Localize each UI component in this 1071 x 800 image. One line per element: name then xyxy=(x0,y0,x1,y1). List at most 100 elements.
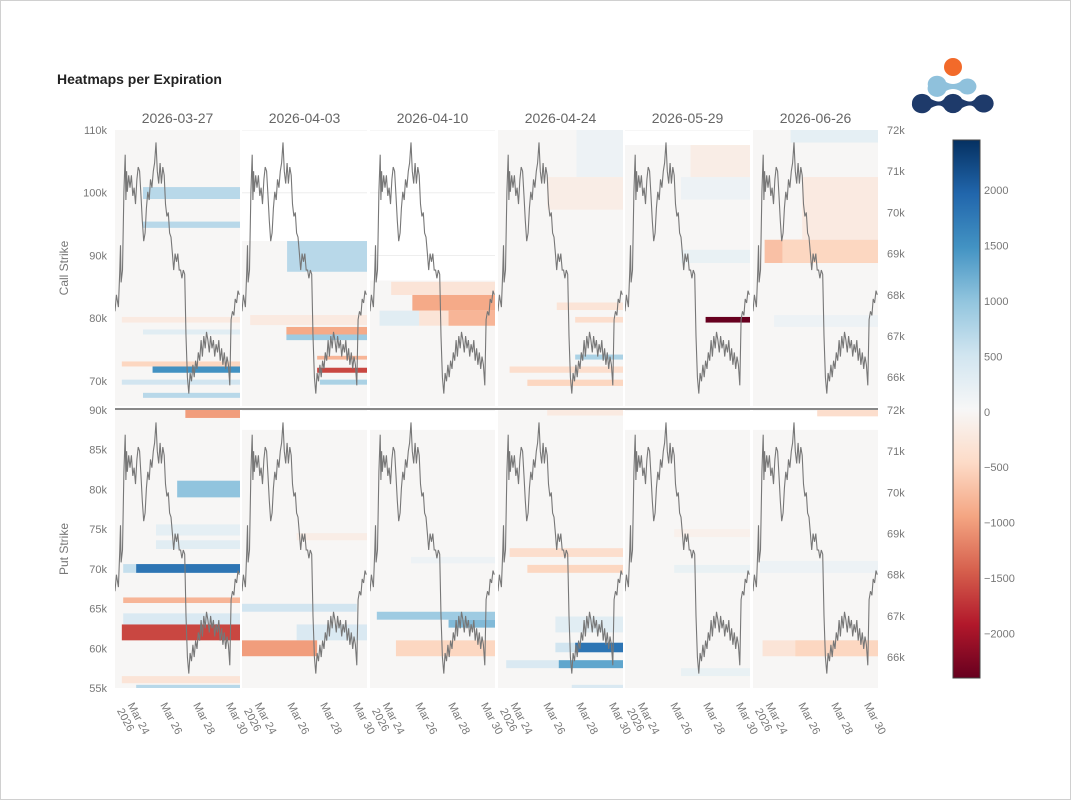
y2-tick-label: 72k xyxy=(887,125,905,137)
x-tick-label: Mar 242026 xyxy=(497,701,534,737)
y-tick-label: 100k xyxy=(83,188,107,200)
heatmap-cell xyxy=(547,177,623,210)
heatmap-cell xyxy=(556,302,623,311)
x-tick-label: Mar 28 xyxy=(573,701,600,737)
y-tick-label: 80k xyxy=(89,484,107,496)
y2-tick-label: 66k xyxy=(887,652,905,664)
x-tick-text: Mar 28 xyxy=(190,701,217,737)
call-heatmap xyxy=(625,130,750,406)
heatmap-cell xyxy=(177,480,240,498)
heatmap-cell xyxy=(376,611,495,620)
heatmap-cell xyxy=(575,354,623,360)
heatmap-cell xyxy=(817,410,878,417)
heatmap-cell xyxy=(774,315,878,327)
heatmap-cell xyxy=(136,684,240,688)
x-tick-text: Mar 26 xyxy=(413,701,440,737)
colorbar-tick-label: −1500 xyxy=(984,573,1015,585)
y-tick-label: 110k xyxy=(84,125,108,137)
colorbar-bar xyxy=(952,139,981,679)
put-axis-title: Put Strike xyxy=(57,523,71,575)
x-tick-text: Mar 28 xyxy=(445,701,472,737)
heatmap-cell xyxy=(152,366,240,373)
x-tick-month: Mar 26 xyxy=(413,701,440,737)
call-heatmap xyxy=(115,130,240,406)
x-tick-label: Mar 30 xyxy=(861,701,888,737)
heatmap-cell xyxy=(155,524,240,536)
y2-tick-label: 68k xyxy=(887,290,905,302)
call-heatmap xyxy=(242,130,367,406)
x-tick-label: Mar 26 xyxy=(413,701,440,737)
x-tick-text: Mar 26 xyxy=(796,701,823,737)
x-tick-text: Mar 242026 xyxy=(624,701,661,743)
heatmap-cell xyxy=(674,529,750,538)
heatmap-cell xyxy=(286,326,367,335)
x-tick-month: Mar 28 xyxy=(317,701,344,737)
y2-tick-label: 67k xyxy=(887,331,905,343)
y-tick-label: 90k xyxy=(89,250,107,262)
x-tick-label: Mar 28 xyxy=(700,701,727,737)
heatmap-cell xyxy=(448,310,495,326)
x-tick-month: Mar 28 xyxy=(828,701,855,737)
y-tick-label: 70k xyxy=(89,376,107,388)
heatmap-cell xyxy=(121,379,240,385)
call-heatmap xyxy=(498,130,623,406)
x-tick-month: Mar 28 xyxy=(700,701,727,737)
y2-tick-label: 66k xyxy=(887,372,905,384)
x-tick-text: Mar 26 xyxy=(668,701,695,737)
heatmap-base xyxy=(115,130,240,406)
x-tick-month: Mar 26 xyxy=(541,701,568,737)
heatmap-cell xyxy=(121,624,240,641)
heatmap-cell xyxy=(681,668,750,677)
heatmap-cell xyxy=(576,130,623,178)
x-tick-label: Mar 242026 xyxy=(369,701,406,737)
put-heatmap xyxy=(242,410,367,688)
x-tick-label: Mar 242026 xyxy=(241,701,278,743)
price-line xyxy=(498,142,623,394)
heatmap-cell xyxy=(395,640,495,657)
x-tick-text: Mar 26 xyxy=(158,701,185,737)
heatmap-cell xyxy=(782,239,878,263)
x-tick-label: Mar 26 xyxy=(541,701,568,737)
put-heatmap xyxy=(625,410,750,688)
heatmap-cell xyxy=(674,564,750,573)
heatmap-cell xyxy=(123,597,240,604)
colorbar-tick-label: 1500 xyxy=(984,240,1008,252)
x-tick-text: Mar 26 xyxy=(285,701,312,737)
x-tick-label: Mar 242026 xyxy=(752,701,789,737)
subplot-title: 2026-05-29 xyxy=(652,110,724,126)
heatmap-cell xyxy=(143,329,240,335)
y-tick-label: 75k xyxy=(89,524,107,536)
y2-tick-label: 71k xyxy=(887,166,905,178)
x-tick-text: Mar 242026 xyxy=(241,701,278,743)
heatmap-cell xyxy=(527,379,623,386)
heatmap-cell xyxy=(250,315,367,326)
heatmap-cell xyxy=(759,560,878,573)
heatmap-cell xyxy=(121,361,240,367)
logo-bottom-shape xyxy=(911,93,994,114)
price-line xyxy=(115,422,240,674)
x-tick-label: Mar 26 xyxy=(668,701,695,737)
x-tick-month: Mar 26 xyxy=(285,701,312,737)
heatmap-cell xyxy=(795,640,878,657)
x-tick-label: Mar 28 xyxy=(828,701,855,737)
x-tick-text: Mar 28 xyxy=(700,701,727,737)
x-tick-text: Mar 26 xyxy=(541,701,568,737)
price-line xyxy=(753,142,878,394)
x-tick-label: Mar 28 xyxy=(317,701,344,737)
x-tick-month: Mar 28 xyxy=(445,701,472,737)
heatmap-cell xyxy=(412,294,495,311)
heatmap-cell xyxy=(547,410,623,416)
heatmap-cell xyxy=(555,616,623,633)
colorbar-tick-label: −500 xyxy=(984,462,1009,474)
heatmap-cell xyxy=(155,540,240,549)
axes-layer: 110k 100k 90k 80k 70k 72k 71k 70k 69k 68k 67k 66k Ca… xyxy=(57,125,905,695)
heatmap-cell xyxy=(121,676,240,684)
heatmap-cell xyxy=(527,564,623,573)
y2-tick-label: 72k xyxy=(887,405,905,417)
